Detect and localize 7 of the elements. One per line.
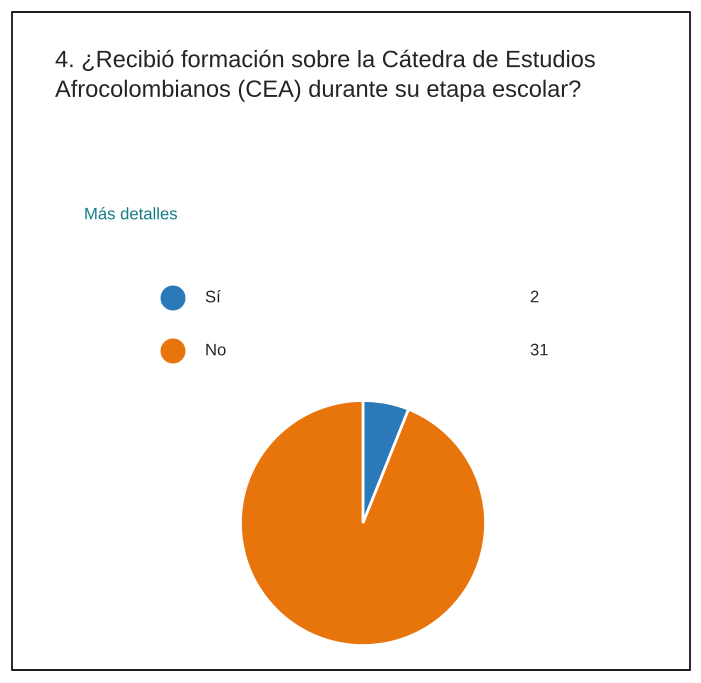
chart-title: 4. ¿Recibió formación sobre la Cátedra de Estudios Afrocolombianos (CEA) durante su etapa escolar? — [55, 50, 595, 102]
text: Más detalles — [85, 207, 177, 220]
pie-slice — [239, 399, 487, 647]
data-label: 31 — [530, 344, 548, 356]
legend-label: Sí — [206, 290, 221, 302]
data-label: 2 — [530, 290, 538, 302]
legend-label: No — [206, 344, 226, 356]
